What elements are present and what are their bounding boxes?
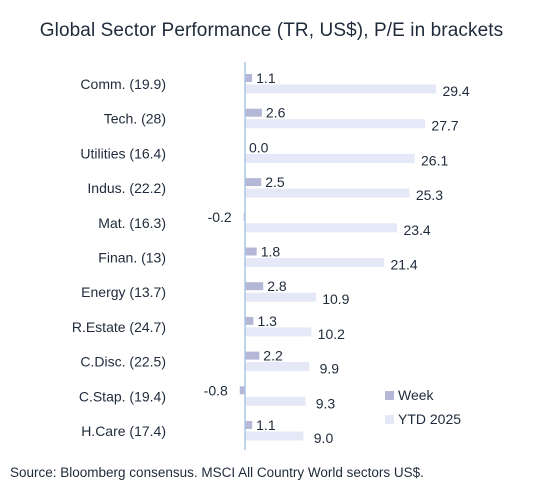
category-label: Indus. (22.2) bbox=[87, 180, 166, 196]
week-bar bbox=[239, 386, 245, 395]
week-value-label: 1.8 bbox=[261, 244, 281, 260]
ytd-bar bbox=[245, 292, 316, 302]
ytd-value-label: 9.0 bbox=[314, 430, 334, 446]
category-label: C.Disc. (22.5) bbox=[80, 354, 166, 370]
week-value-label: -0.8 bbox=[204, 382, 228, 398]
category-label: Utilities (16.4) bbox=[80, 145, 166, 161]
legend-ytd-swatch bbox=[385, 415, 394, 424]
week-bar bbox=[245, 282, 264, 291]
category-label: Mat. (16.3) bbox=[98, 215, 166, 231]
week-bar bbox=[245, 316, 254, 325]
ytd-bar bbox=[245, 223, 398, 233]
legend-ytd-label: YTD 2025 bbox=[398, 411, 461, 427]
ytd-value-label: 10.9 bbox=[322, 291, 349, 307]
category-label: H.Care (17.4) bbox=[81, 423, 166, 439]
week-bar bbox=[245, 421, 253, 429]
ytd-bar bbox=[245, 431, 304, 441]
ytd-value-label: 23.4 bbox=[403, 222, 430, 238]
ytd-bar bbox=[245, 188, 410, 198]
week-bar bbox=[245, 178, 262, 187]
ytd-value-label: 9.3 bbox=[316, 395, 336, 411]
category-label: Comm. (19.9) bbox=[80, 76, 166, 92]
week-value-label: 0.0 bbox=[249, 139, 269, 155]
week-value-label: 2.5 bbox=[265, 174, 285, 190]
week-bar bbox=[245, 74, 253, 82]
ytd-value-label: 27.7 bbox=[431, 118, 458, 134]
category-label: Energy (13.7) bbox=[81, 284, 166, 300]
legend-week-swatch bbox=[385, 391, 394, 400]
ytd-value-label: 21.4 bbox=[390, 257, 417, 273]
category-label: R.Estate (24.7) bbox=[72, 319, 166, 335]
week-bar bbox=[245, 351, 260, 360]
ytd-value-label: 29.4 bbox=[442, 83, 469, 99]
week-value-label: 1.1 bbox=[256, 417, 276, 433]
week-value-label: 2.2 bbox=[263, 348, 283, 364]
week-value-label: -0.2 bbox=[208, 209, 232, 225]
chart-title: Global Sector Performance (TR, US$), P/E… bbox=[39, 20, 504, 41]
ytd-bar bbox=[245, 119, 426, 129]
week-value-label: 1.1 bbox=[256, 70, 276, 86]
ytd-bar bbox=[245, 84, 437, 94]
ytd-bar bbox=[245, 362, 310, 372]
week-value-label: 1.3 bbox=[257, 313, 277, 329]
week-bar bbox=[245, 247, 257, 256]
week-bar bbox=[245, 108, 262, 117]
ytd-bar bbox=[245, 327, 312, 337]
category-label: C.Stap. (19.4) bbox=[79, 388, 166, 404]
category-label: Finan. (13) bbox=[98, 250, 166, 266]
week-value-label: 2.8 bbox=[267, 278, 287, 294]
chart-source: Source: Bloomberg consensus. MSCI All Co… bbox=[10, 465, 424, 480]
ytd-bar bbox=[245, 153, 415, 163]
category-label: Tech. (28) bbox=[104, 111, 166, 127]
week-value-label: 2.6 bbox=[266, 105, 286, 121]
ytd-value-label: 25.3 bbox=[416, 187, 443, 203]
ytd-bar bbox=[245, 396, 306, 406]
ytd-value-label: 26.1 bbox=[421, 152, 448, 168]
ytd-bar bbox=[245, 258, 385, 267]
ytd-value-label: 9.9 bbox=[320, 361, 340, 377]
ytd-value-label: 10.2 bbox=[318, 326, 345, 342]
legend-week-label: Week bbox=[398, 387, 435, 403]
